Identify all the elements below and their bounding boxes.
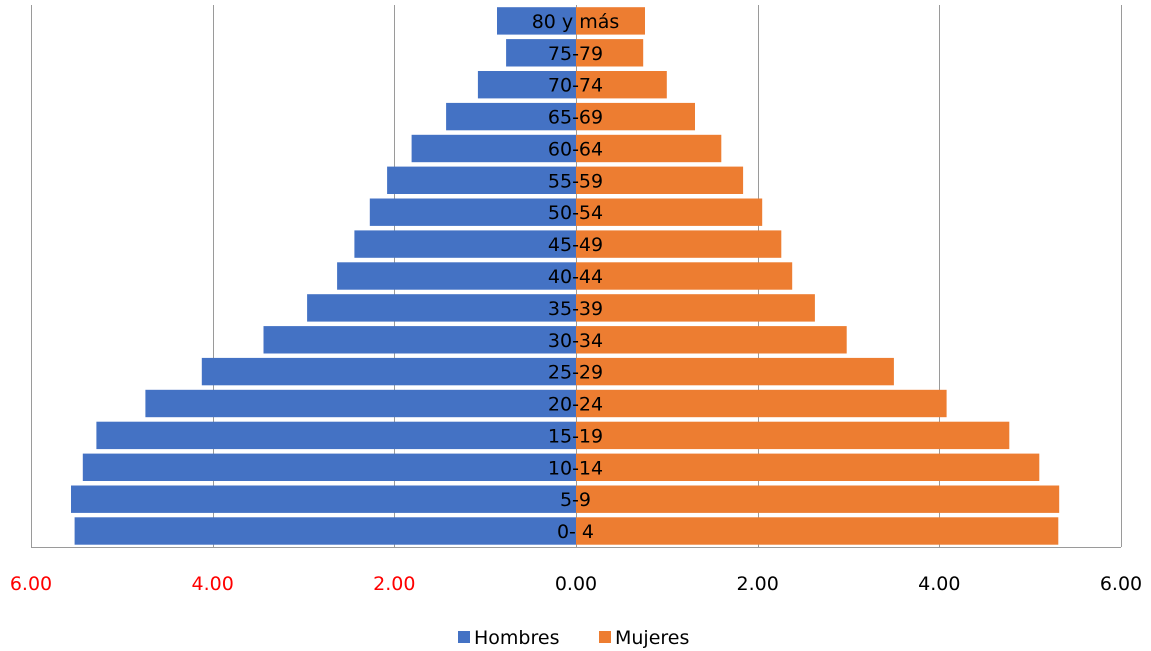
category-label: 40-44 (548, 266, 603, 288)
x-tick-label: 2.00 (373, 573, 415, 595)
bar-hombres-13 (446, 102, 576, 131)
category-label: 10-14 (548, 457, 603, 479)
category-label: 45-49 (548, 234, 603, 256)
bar-mujeres-5 (576, 357, 894, 386)
bar-mujeres-4 (576, 389, 947, 418)
bar-mujeres-1 (576, 485, 1060, 513)
legend-label-mujeres: Mujeres (615, 627, 689, 649)
category-label: 25-29 (548, 362, 603, 384)
bar-mujeres-13 (576, 102, 695, 131)
bar-mujeres-9 (576, 230, 782, 258)
bar-hombres-3 (96, 421, 577, 450)
bar-mujeres-2 (576, 453, 1040, 481)
category-label: 60-64 (548, 139, 603, 161)
bar-hombres-15 (506, 39, 576, 67)
bar-hombres-12 (411, 134, 576, 163)
bar-hombres-11 (387, 166, 576, 194)
legend-swatch-mujeres (599, 631, 611, 643)
bar-hombres-0 (74, 517, 576, 545)
category-label: 50-54 (548, 202, 603, 224)
category-label: 80 y más (532, 11, 620, 33)
bar-hombres-16 (497, 7, 576, 35)
category-label: 75-79 (548, 43, 603, 65)
category-label: 15-19 (548, 425, 603, 447)
x-tick-label: 0.00 (555, 573, 597, 595)
bar-hombres-4 (145, 389, 576, 418)
x-tick-label: 6.00 (1100, 573, 1142, 595)
category-label: 30-34 (548, 330, 603, 352)
bar-mujeres-8 (576, 262, 793, 290)
bar-mujeres-12 (576, 134, 722, 163)
bar-mujeres-11 (576, 166, 744, 194)
x-tick-label: 4.00 (192, 573, 234, 595)
bar-hombres-7 (307, 294, 576, 322)
bar-hombres-10 (369, 198, 576, 226)
bars (71, 7, 1060, 545)
bar-hombres-9 (354, 230, 576, 258)
bar-mujeres-0 (576, 517, 1059, 545)
category-label: 20-24 (548, 394, 603, 416)
bar-hombres-1 (71, 485, 576, 513)
bar-mujeres-15 (576, 39, 644, 67)
category-label: 70-74 (548, 75, 603, 97)
category-labels: 0- 4 5-9 10-14 15-19 20-24 25-29 30-34 35-39 40-… (532, 11, 620, 543)
legend: Hombres Mujeres (458, 627, 689, 649)
x-tick-label: 2.00 (737, 573, 779, 595)
bar-mujeres-14 (576, 71, 667, 99)
x-tick-label: 4.00 (918, 573, 960, 595)
legend-label-hombres: Hombres (474, 627, 559, 649)
bar-hombres-6 (263, 326, 576, 354)
bar-hombres-8 (337, 262, 576, 290)
bar-hombres-5 (201, 357, 577, 386)
x-tick-label: 6.00 (10, 573, 52, 595)
bar-mujeres-6 (576, 326, 847, 354)
bar-mujeres-3 (576, 421, 1010, 450)
category-label: 5-9 (560, 489, 591, 511)
x-axis: 6.00 4.00 2.00 0.00 2.00 4.00 6.00 (10, 547, 1142, 595)
category-label: 0- 4 (557, 521, 594, 543)
bar-hombres-14 (477, 71, 576, 99)
category-label: 65-69 (548, 107, 603, 129)
legend-swatch-hombres (458, 631, 470, 643)
category-label: 35-39 (548, 298, 603, 320)
bar-mujeres-7 (576, 294, 815, 322)
category-label: 55-59 (548, 170, 603, 192)
bar-hombres-2 (82, 453, 577, 481)
bar-mujeres-16 (576, 7, 645, 35)
bar-mujeres-10 (576, 198, 763, 226)
